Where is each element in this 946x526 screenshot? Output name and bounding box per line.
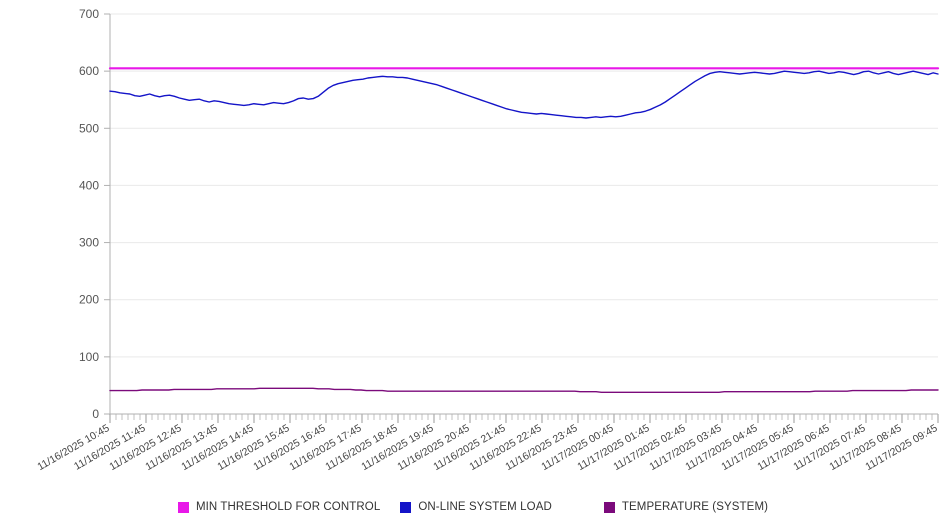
chart-plot-area: 0 100 200 300 400 500 600 700 11/16/2025 10:451… (35, 7, 940, 473)
y-tick-label: 500 (79, 121, 99, 135)
legend-swatch-icon (177, 501, 189, 513)
legend-label: TEMPERATURE (SYSTEM) (621, 501, 769, 513)
y-tick-label: 100 (79, 350, 99, 364)
legend-item[interactable]: MIN THRESHOLD FOR CONTROL (177, 501, 381, 513)
legend-item[interactable]: TEMPERATURE (SYSTEM) (603, 501, 769, 513)
y-tick-label: 400 (79, 178, 99, 192)
legend-swatch-icon (400, 501, 412, 513)
y-tick-label: 300 (79, 236, 99, 250)
y-tick-label: 200 (79, 293, 99, 307)
data-series-group (108, 67, 940, 393)
axis-lines-group (109, 14, 938, 415)
chart-legend: MIN THRESHOLD FOR CONTROL ON-LINE SYSTEM … (0, 496, 946, 518)
y-axis-labels-group: 0 100 200 300 400 500 600 700 (79, 7, 99, 421)
y-tick-label: 600 (79, 64, 99, 78)
series-line (109, 70, 939, 119)
gridlines-group (104, 13, 938, 415)
legend-label: MIN THRESHOLD FOR CONTROL (195, 501, 381, 513)
legend-swatch-icon (603, 501, 615, 513)
legend-item[interactable]: ON-LINE SYSTEM LOAD (400, 501, 552, 513)
y-tick-label: 700 (79, 7, 99, 21)
x-axis-ticks-group (109, 414, 939, 423)
legend-label: ON-LINE SYSTEM LOAD (418, 501, 552, 513)
y-tick-label: 0 (92, 407, 99, 421)
series-line (109, 387, 939, 393)
